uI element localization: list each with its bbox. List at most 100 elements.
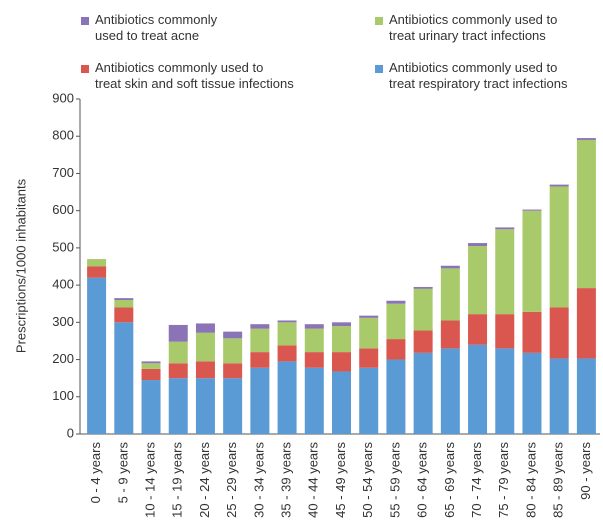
x-tick-label: 90 - years	[578, 442, 593, 500]
y-tick-label: 900	[52, 90, 74, 105]
y-tick-label: 100	[52, 388, 74, 403]
legend-swatch	[81, 17, 89, 25]
bar-segment	[87, 277, 107, 434]
bar-segment	[522, 352, 542, 434]
y-tick-label: 700	[52, 165, 74, 180]
bar-segment	[250, 352, 270, 368]
bar-segment	[223, 338, 243, 364]
bar-segment	[87, 259, 107, 267]
bar-segment	[359, 367, 379, 434]
bar-segment	[223, 378, 243, 434]
x-tick-label: 85 - 89 years	[551, 442, 566, 518]
bar-segment	[549, 307, 569, 359]
bar-segment	[304, 328, 324, 353]
x-tick-label: 70 - 74 years	[469, 442, 484, 518]
bar-segment	[195, 332, 215, 362]
x-tick-label: 80 - 84 years	[523, 442, 538, 518]
x-tick-label: 75 - 79 years	[496, 442, 511, 518]
legend-swatch	[81, 65, 89, 73]
y-tick-label: 600	[52, 202, 74, 217]
x-tick-label: 35 - 39 years	[279, 442, 294, 518]
x-tick-label: 15 - 19 years	[170, 442, 185, 518]
y-tick-label: 800	[52, 128, 74, 143]
y-tick-label: 200	[52, 351, 74, 366]
bar-segment	[304, 367, 324, 434]
legend-label: Antibiotics commonly used to treat acne	[95, 12, 218, 43]
x-tick-label: 60 - 64 years	[415, 442, 430, 518]
bar-segment	[332, 322, 351, 327]
bar-segment	[250, 328, 270, 353]
bar-segment	[440, 268, 460, 321]
bar-segment	[168, 341, 188, 364]
legend-swatch	[375, 65, 383, 73]
bar-segment	[468, 344, 488, 434]
bar-segment	[277, 345, 297, 362]
bar-segment	[386, 359, 406, 434]
x-tick-label: 10 - 14 years	[142, 442, 157, 518]
bar-segment	[440, 320, 460, 349]
bar-segment	[522, 311, 542, 353]
bar-segment	[386, 300, 406, 304]
bar-segment	[495, 314, 515, 349]
bar-segment	[413, 286, 433, 289]
x-tick-label: 40 - 44 years	[306, 442, 321, 518]
bar-segment	[386, 339, 406, 360]
bar-segment	[495, 229, 515, 315]
bar-segment	[549, 184, 569, 187]
bar-segment	[141, 363, 161, 369]
legend-swatch	[375, 17, 383, 25]
bar-segment	[195, 361, 215, 379]
x-tick-label: 5 - 9 years	[115, 442, 130, 504]
bar-segment	[440, 348, 460, 434]
bar-segment	[440, 265, 460, 269]
bar-segment	[576, 358, 596, 434]
bar-segment	[195, 378, 215, 434]
bar-segment	[495, 348, 515, 434]
bar-segment	[468, 246, 488, 315]
x-tick-label: 0 - 4 years	[88, 442, 103, 504]
bar-segment	[195, 323, 215, 333]
bar-segment	[495, 227, 515, 230]
y-tick-label: 300	[52, 314, 74, 329]
bar-segment	[576, 288, 596, 359]
bar-segment	[576, 139, 596, 289]
bar-segment	[168, 324, 188, 342]
bar-segment	[468, 243, 488, 247]
legend-label: Antibiotics commonly used to treat urina…	[389, 12, 558, 43]
x-tick-label: 25 - 29 years	[224, 442, 239, 518]
y-tick-label: 0	[67, 425, 74, 440]
bar-segment	[413, 288, 433, 331]
legend-label: Antibiotics commonly used to treat respi…	[389, 60, 568, 91]
bar-segment	[332, 326, 351, 353]
x-tick-label: 30 - 34 years	[251, 442, 266, 518]
bar-segment	[522, 210, 542, 312]
bar-segment	[87, 266, 107, 278]
bar-segment	[359, 348, 379, 368]
y-tick-label: 500	[52, 239, 74, 254]
bar-segment	[549, 358, 569, 434]
bar-segment	[277, 361, 297, 434]
bar-segment	[332, 352, 351, 372]
bar-segment	[141, 380, 161, 434]
x-tick-label: 45 - 49 years	[333, 442, 348, 518]
legend-label: Antibiotics commonly used to treat skin …	[95, 60, 294, 91]
bar-segment	[114, 298, 134, 300]
x-tick-label: 20 - 24 years	[197, 442, 212, 518]
bar-segment	[332, 371, 351, 434]
bar-segment	[304, 352, 324, 368]
bar-segment	[359, 317, 379, 349]
bar-segment	[141, 368, 161, 381]
bar-segment	[168, 378, 188, 434]
bar-segment	[359, 315, 379, 318]
bar-segment	[223, 363, 243, 379]
bar-segment	[114, 300, 134, 308]
x-tick-label: 50 - 54 years	[360, 442, 375, 518]
bar-segment	[141, 361, 161, 364]
bar-segment	[468, 314, 488, 345]
bar-segment	[223, 331, 243, 339]
bar-segment	[250, 367, 270, 434]
bar-segment	[413, 352, 433, 434]
bar-segment	[413, 330, 433, 353]
bar-segment	[304, 324, 324, 329]
